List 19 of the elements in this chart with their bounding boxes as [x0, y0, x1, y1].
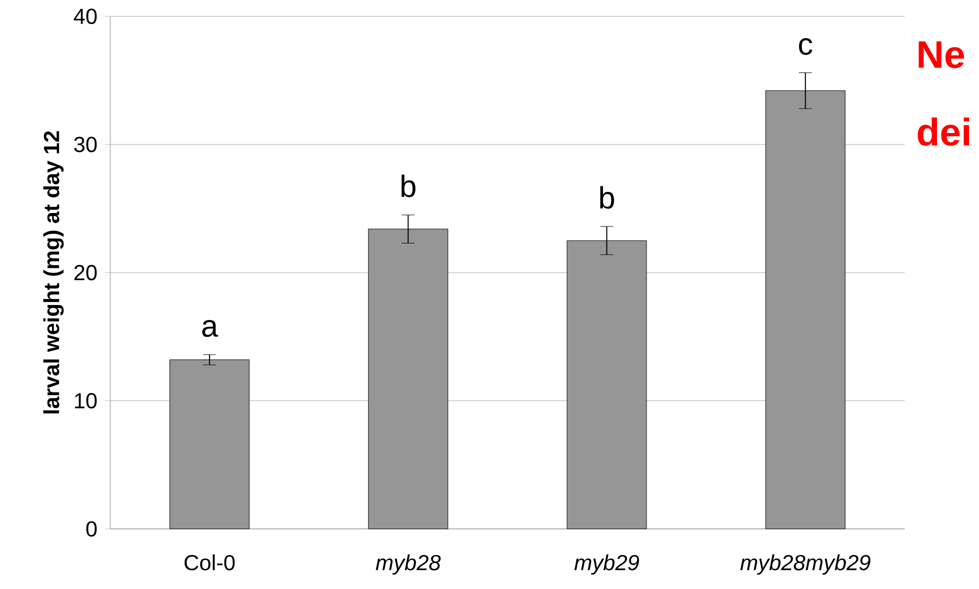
x-tick-label: myb28myb29	[740, 554, 870, 575]
x-tick-label: Col-0	[184, 554, 235, 570]
annotation: c	[799, 38, 812, 55]
text: dei	[918, 117, 970, 146]
y-tick-label: 10	[75, 392, 97, 408]
x-tick-label: myb29	[574, 554, 640, 575]
x-tick-label: myb28	[376, 554, 441, 575]
y-tick-label: 0	[86, 521, 97, 537]
text: Ne	[918, 41, 964, 68]
y-tick-label: 30	[74, 136, 97, 152]
annotation: b	[402, 174, 416, 198]
annotation: b	[600, 186, 614, 209]
y-tick-label: 20	[74, 264, 97, 280]
annotation: a	[202, 320, 218, 337]
bar	[566, 240, 647, 530]
y-tick-label: 40	[74, 8, 97, 24]
y-axis-title: larval weight (mg) at day 12	[43, 131, 64, 414]
bar	[765, 90, 846, 530]
bar	[170, 359, 250, 530]
